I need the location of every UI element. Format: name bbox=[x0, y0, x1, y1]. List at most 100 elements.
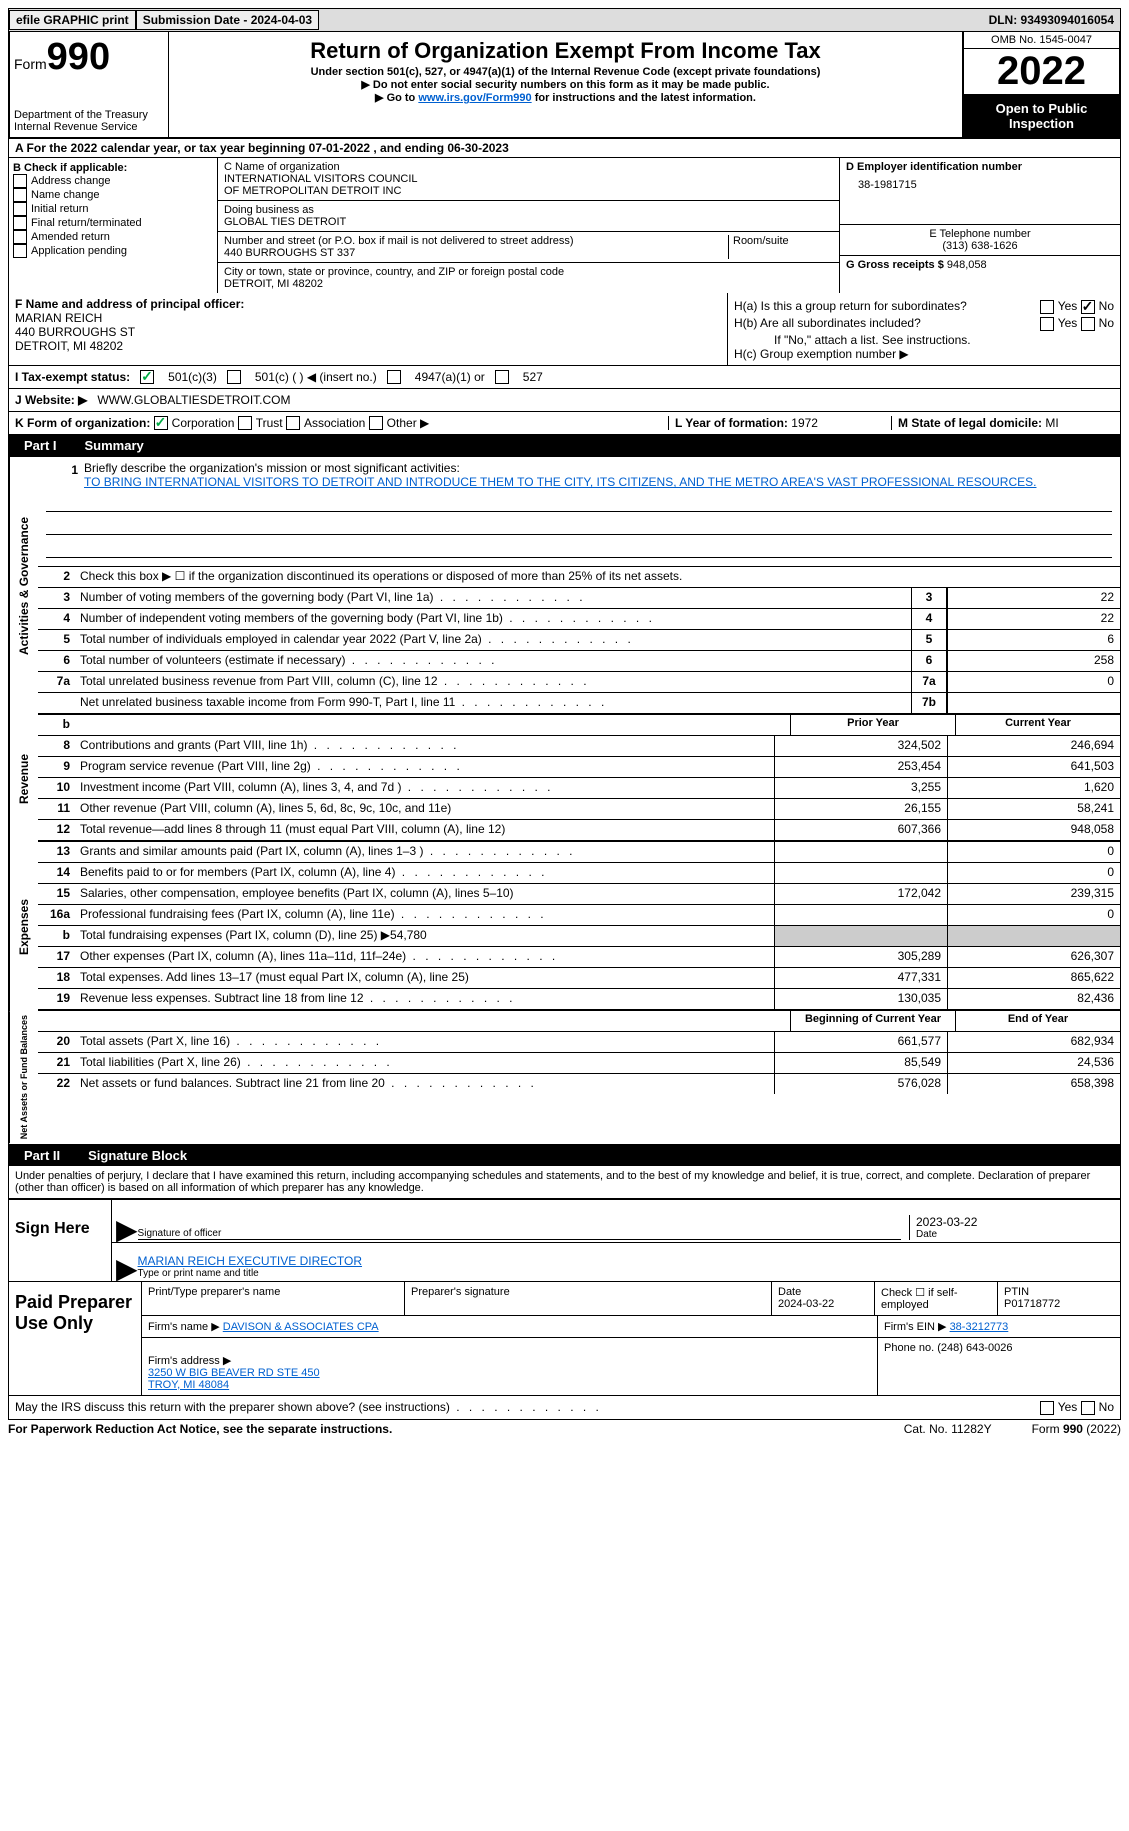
ha-yes[interactable] bbox=[1040, 300, 1054, 314]
discuss-text: May the IRS discuss this return with the… bbox=[15, 1400, 1040, 1414]
hc-text: H(c) Group exemption number ▶ bbox=[734, 347, 1114, 361]
ha-no[interactable] bbox=[1081, 300, 1095, 314]
line-20-curr: 682,934 bbox=[947, 1032, 1120, 1052]
room-label: Room/suite bbox=[733, 235, 833, 247]
line-7a-text: Total unrelated business revenue from Pa… bbox=[76, 672, 911, 692]
line-15-text: Salaries, other compensation, employee b… bbox=[76, 884, 774, 904]
check-self-employed: Check ☐ if self-employed bbox=[875, 1282, 998, 1315]
ha-text: H(a) Is this a group return for subordin… bbox=[734, 299, 967, 313]
prior-year-header: Prior Year bbox=[790, 715, 955, 735]
line-14-curr: 0 bbox=[947, 863, 1120, 883]
open-to-public: Open to Public Inspection bbox=[964, 95, 1119, 137]
footer-discuss: May the IRS discuss this return with the… bbox=[8, 1396, 1121, 1420]
form-number: 990 bbox=[47, 36, 110, 78]
checkbox-address-change[interactable] bbox=[13, 174, 27, 188]
tax-year: 2022 bbox=[964, 49, 1119, 95]
discuss-yes[interactable] bbox=[1040, 1401, 1054, 1415]
line-12-curr: 948,058 bbox=[947, 820, 1120, 840]
print-preparer-label: Print/Type preparer's name bbox=[142, 1282, 405, 1315]
part-1-title: Summary bbox=[85, 438, 144, 453]
line-13-prior bbox=[774, 842, 947, 862]
l-value: 1972 bbox=[791, 416, 818, 430]
line-16a-curr: 0 bbox=[947, 905, 1120, 925]
line-8-prior: 324,502 bbox=[774, 736, 947, 756]
part-2-tab: Part II bbox=[16, 1148, 68, 1163]
col-f-officer: F Name and address of principal officer:… bbox=[9, 293, 727, 365]
line-12-prior: 607,366 bbox=[774, 820, 947, 840]
line-9-curr: 641,503 bbox=[947, 757, 1120, 777]
i-label: I Tax-exempt status: bbox=[15, 370, 130, 384]
checkbox-527[interactable] bbox=[495, 370, 509, 384]
line-17-text: Other expenses (Part IX, column (A), lin… bbox=[76, 947, 774, 967]
arrow-icon-2: ▶ bbox=[116, 1259, 138, 1279]
top-bar: efile GRAPHIC print Submission Date - 20… bbox=[8, 8, 1121, 32]
hb-no[interactable] bbox=[1081, 317, 1095, 331]
line-22-text: Net assets or fund balances. Subtract li… bbox=[76, 1074, 774, 1094]
line-14-text: Benefits paid to or for members (Part IX… bbox=[76, 863, 774, 883]
firm-name: DAVISON & ASSOCIATES CPA bbox=[223, 1321, 379, 1333]
line-13-text: Grants and similar amounts paid (Part IX… bbox=[76, 842, 774, 862]
line-11-text: Other revenue (Part VIII, column (A), li… bbox=[76, 799, 774, 819]
line-8-curr: 246,694 bbox=[947, 736, 1120, 756]
officer-addr2: DETROIT, MI 48202 bbox=[15, 339, 721, 353]
line-17-curr: 626,307 bbox=[947, 947, 1120, 967]
checkbox-association[interactable] bbox=[286, 416, 300, 430]
firm-phone: (248) 643-0026 bbox=[937, 1342, 1012, 1354]
dba-value: GLOBAL TIES DETROIT bbox=[224, 216, 833, 228]
k-label: K Form of organization: bbox=[15, 416, 150, 430]
checkbox-application-pending[interactable] bbox=[13, 244, 27, 258]
firm-ein-label: Firm's EIN ▶ bbox=[884, 1321, 947, 1333]
side-expenses: Expenses bbox=[9, 842, 38, 1011]
ptin-value: P01718772 bbox=[1004, 1298, 1060, 1310]
officer-addr1: 440 BURROUGHS ST bbox=[15, 325, 721, 339]
line-11-curr: 58,241 bbox=[947, 799, 1120, 819]
addr-label: Number and street (or P.O. box if mail i… bbox=[224, 235, 728, 247]
checkbox-501c3[interactable] bbox=[140, 370, 154, 384]
irs-link[interactable]: www.irs.gov/Form990 bbox=[418, 92, 531, 104]
checkbox-initial-return[interactable] bbox=[13, 202, 27, 216]
phone-value: (313) 638-1626 bbox=[846, 240, 1114, 252]
hb-yes[interactable] bbox=[1040, 317, 1054, 331]
gross-label: G Gross receipts $ bbox=[846, 259, 944, 271]
checkbox-4947[interactable] bbox=[387, 370, 401, 384]
row-a-tax-year: A For the 2022 calendar year, or tax yea… bbox=[8, 139, 1121, 158]
checkbox-name-change[interactable] bbox=[13, 188, 27, 202]
col-h-group: H(a) Is this a group return for subordin… bbox=[727, 293, 1120, 365]
checkbox-final-return[interactable] bbox=[13, 216, 27, 230]
col-b-checkboxes: B Check if applicable: Address change Na… bbox=[9, 158, 218, 293]
line-9-text: Program service revenue (Part VIII, line… bbox=[76, 757, 774, 777]
firm-addr-label: Firm's address ▶ bbox=[148, 1355, 231, 1367]
date-label: Date bbox=[916, 1229, 1116, 1240]
discuss-no[interactable] bbox=[1081, 1401, 1095, 1415]
line-5-text: Total number of individuals employed in … bbox=[76, 630, 911, 650]
sign-here-block: Sign Here ▶ Signature of officer 2023-03… bbox=[8, 1199, 1121, 1282]
sig-officer-label: Signature of officer bbox=[138, 1228, 901, 1239]
line-7b-val bbox=[947, 693, 1120, 713]
bottom-line: For Paperwork Reduction Act Notice, see … bbox=[8, 1420, 1121, 1438]
line-16a-text: Professional fundraising fees (Part IX, … bbox=[76, 905, 774, 925]
checkbox-trust[interactable] bbox=[238, 416, 252, 430]
paid-preparer-label: Paid Preparer Use Only bbox=[9, 1282, 142, 1395]
checkbox-other[interactable] bbox=[369, 416, 383, 430]
row-j-website: J Website: ▶ WWW.GLOBALTIESDETROIT.COM bbox=[8, 389, 1121, 412]
dln-text: DLN: 93493094016054 bbox=[983, 13, 1120, 27]
checkbox-corporation[interactable] bbox=[154, 416, 168, 430]
checkbox-amended[interactable] bbox=[13, 230, 27, 244]
officer-name: MARIAN REICH bbox=[15, 311, 721, 325]
sign-here-label: Sign Here bbox=[9, 1200, 112, 1281]
line-10-text: Investment income (Part VIII, column (A)… bbox=[76, 778, 774, 798]
line-22-prior: 576,028 bbox=[774, 1074, 947, 1094]
checkbox-501c[interactable] bbox=[227, 370, 241, 384]
hb-note: If "No," attach a list. See instructions… bbox=[734, 333, 1114, 347]
line-4-val: 22 bbox=[947, 609, 1120, 629]
col-d-ein: D Employer identification number 38-1981… bbox=[840, 158, 1120, 293]
gross-value: 948,058 bbox=[947, 259, 987, 271]
dba-label: Doing business as bbox=[224, 204, 833, 216]
preparer-sig-label: Preparer's signature bbox=[405, 1282, 772, 1315]
line-20-text: Total assets (Part X, line 16) bbox=[76, 1032, 774, 1052]
section-fh: F Name and address of principal officer:… bbox=[8, 293, 1121, 366]
line-15-curr: 239,315 bbox=[947, 884, 1120, 904]
arrow-icon: ▶ bbox=[116, 1220, 138, 1240]
efile-print-button[interactable]: efile GRAPHIC print bbox=[9, 10, 136, 30]
line-12-text: Total revenue—add lines 8 through 11 (mu… bbox=[76, 820, 774, 840]
